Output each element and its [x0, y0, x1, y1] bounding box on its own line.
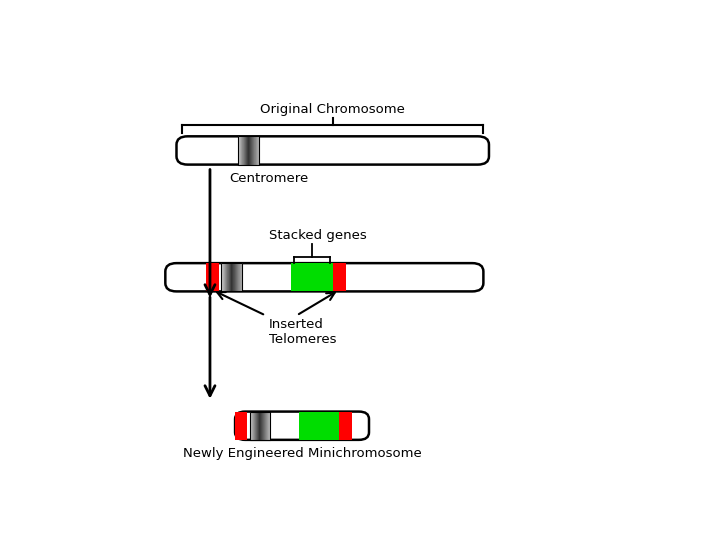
Bar [238, 136, 259, 165]
Bar [339, 411, 351, 440]
Text: Original Chromosome: Original Chromosome [261, 103, 405, 116]
Text: Stacked genes: Stacked genes [269, 230, 366, 242]
Text: Inserted
Telomeres: Inserted Telomeres [269, 319, 336, 347]
Bar [250, 411, 270, 440]
Text: Newly Engineered Minichromosome: Newly Engineered Minichromosome [183, 447, 421, 460]
Bar [291, 263, 333, 292]
Bar [333, 263, 346, 292]
Text: Centromere: Centromere [230, 172, 309, 185]
FancyBboxPatch shape [166, 263, 483, 292]
FancyBboxPatch shape [235, 411, 369, 440]
Bar [299, 411, 339, 440]
Bar [221, 263, 243, 292]
Bar [235, 411, 248, 440]
FancyBboxPatch shape [176, 136, 489, 165]
Bar [206, 263, 219, 292]
